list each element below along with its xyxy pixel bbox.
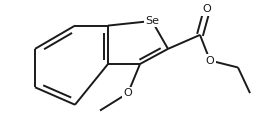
Text: O: O xyxy=(206,56,214,66)
Text: Se: Se xyxy=(145,16,159,26)
Text: O: O xyxy=(124,88,132,98)
Text: O: O xyxy=(203,4,211,14)
